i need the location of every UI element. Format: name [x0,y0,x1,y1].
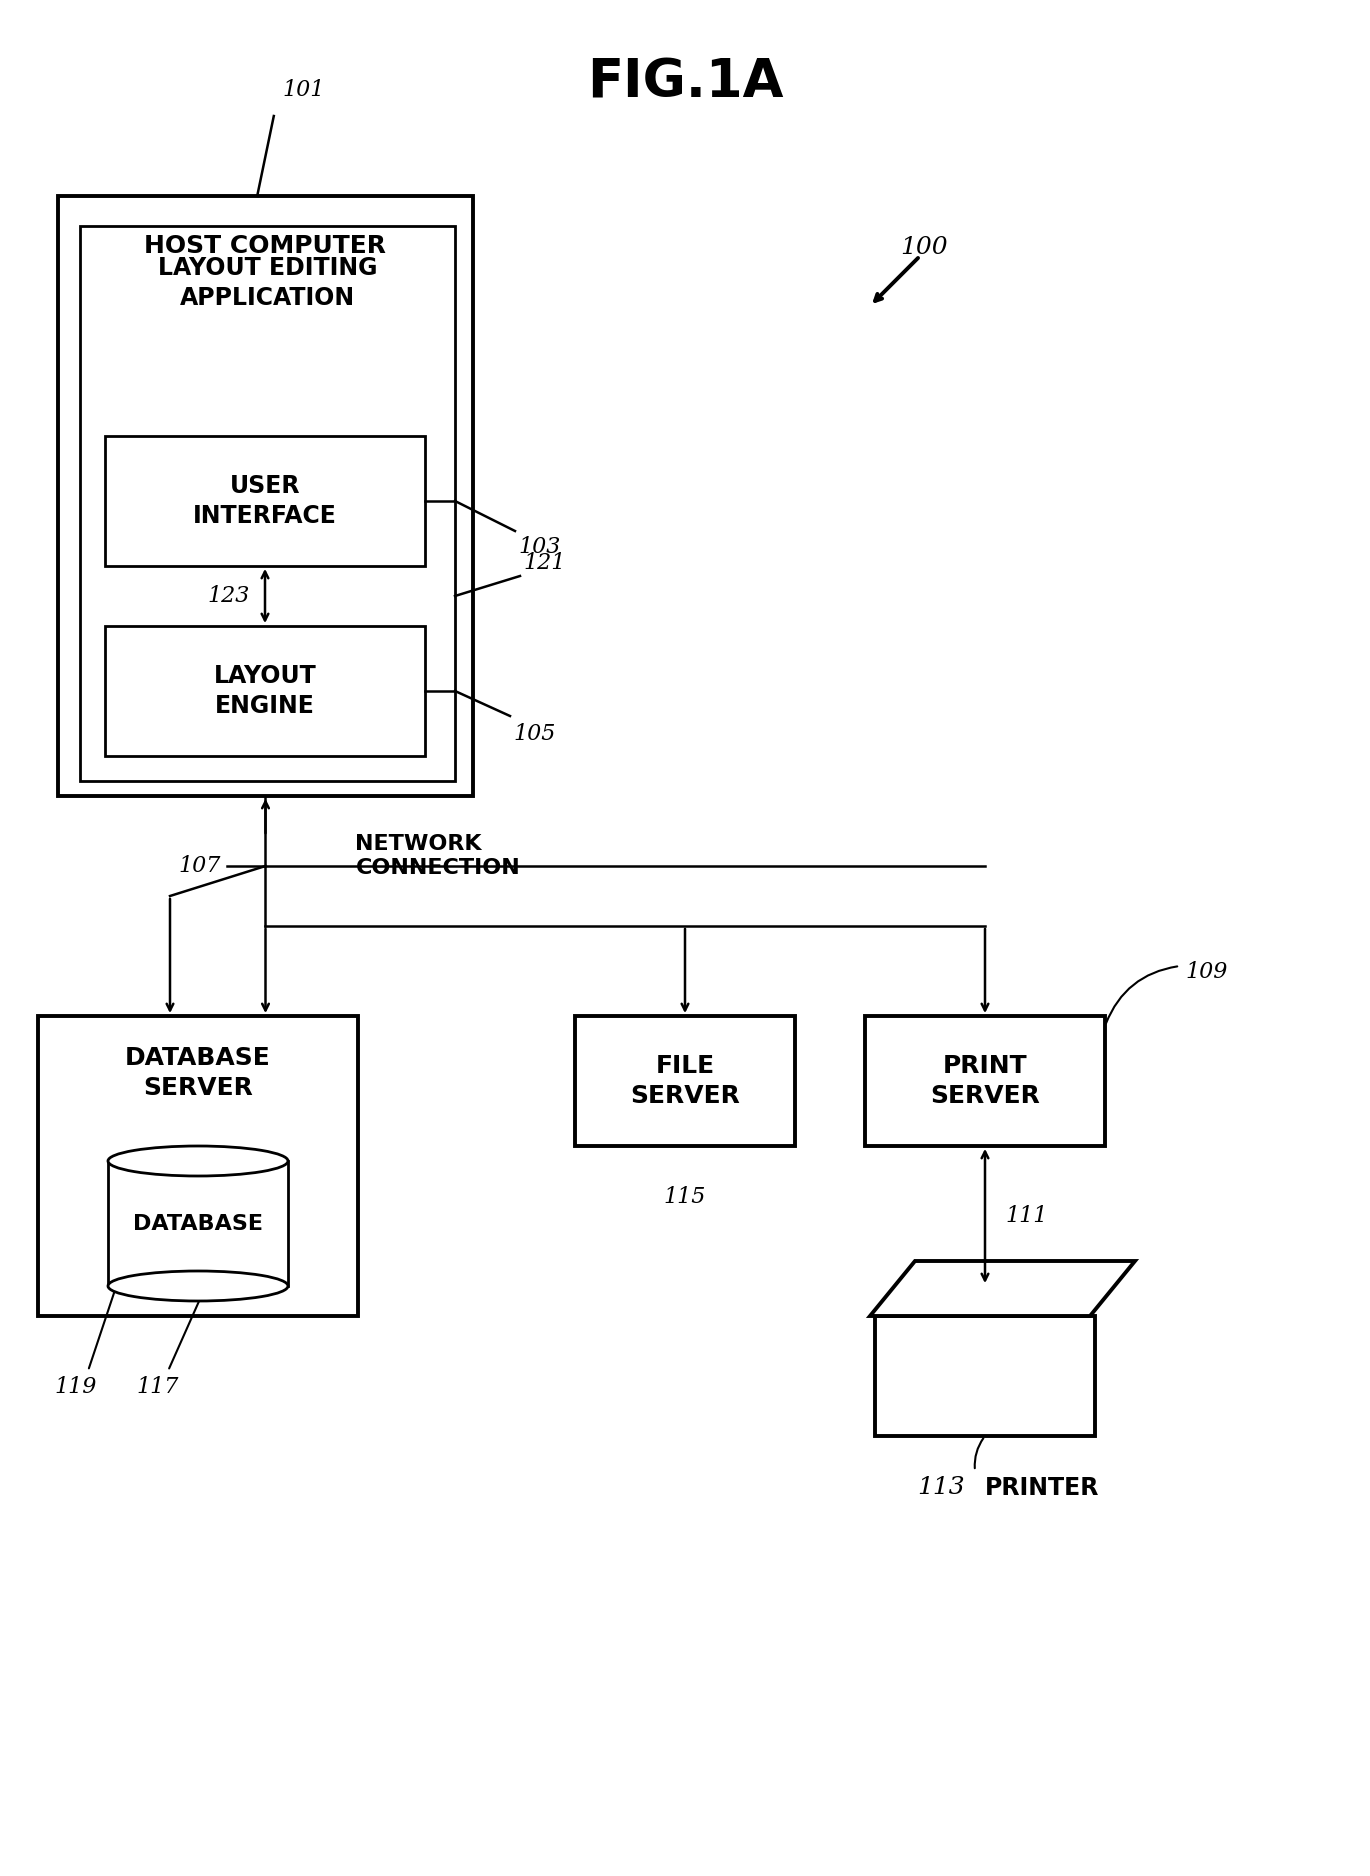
Bar [105,627,425,756]
Text: 123: 123 [208,585,249,608]
Bar [58,195,473,795]
Text: 101: 101 [282,79,325,101]
Ellipse shape [108,1272,288,1300]
Bar [108,1161,288,1287]
Text: 109: 109 [1185,961,1228,983]
Text: 117: 117 [137,1375,179,1398]
Text: 107: 107 [178,855,221,876]
Text: PRINT
SERVER: PRINT SERVER [930,1054,1040,1109]
Polygon shape [870,1261,1134,1315]
Text: 111: 111 [1006,1204,1048,1227]
Text: DATABASE
SERVER: DATABASE SERVER [125,1047,271,1099]
Text: PRINTER: PRINTER [985,1476,1099,1501]
Bar [105,435,425,567]
Text: 119: 119 [55,1375,97,1398]
Text: LAYOUT EDITING
APPLICATION: LAYOUT EDITING APPLICATION [158,255,377,310]
Bar [864,1017,1106,1146]
Text: FIG.1A: FIG.1A [586,56,784,109]
Text: 115: 115 [664,1186,706,1208]
Bar [875,1315,1095,1435]
Bar [38,1017,358,1315]
Text: FILE
SERVER: FILE SERVER [630,1054,740,1109]
Text: HOST COMPUTER: HOST COMPUTER [144,234,386,259]
Bar [79,225,455,780]
Ellipse shape [108,1146,288,1176]
Bar [575,1017,795,1146]
Text: 113: 113 [918,1476,964,1499]
Text: DATABASE: DATABASE [133,1214,263,1234]
Text: 121: 121 [523,552,566,574]
Text: NETWORK
CONNECTION: NETWORK CONNECTION [355,833,521,878]
Text: 103: 103 [518,537,560,557]
Text: LAYOUT
ENGINE: LAYOUT ENGINE [214,664,316,719]
Text: 105: 105 [512,722,555,745]
Text: 100: 100 [900,236,948,259]
Text: USER
INTERFACE: USER INTERFACE [193,475,337,527]
